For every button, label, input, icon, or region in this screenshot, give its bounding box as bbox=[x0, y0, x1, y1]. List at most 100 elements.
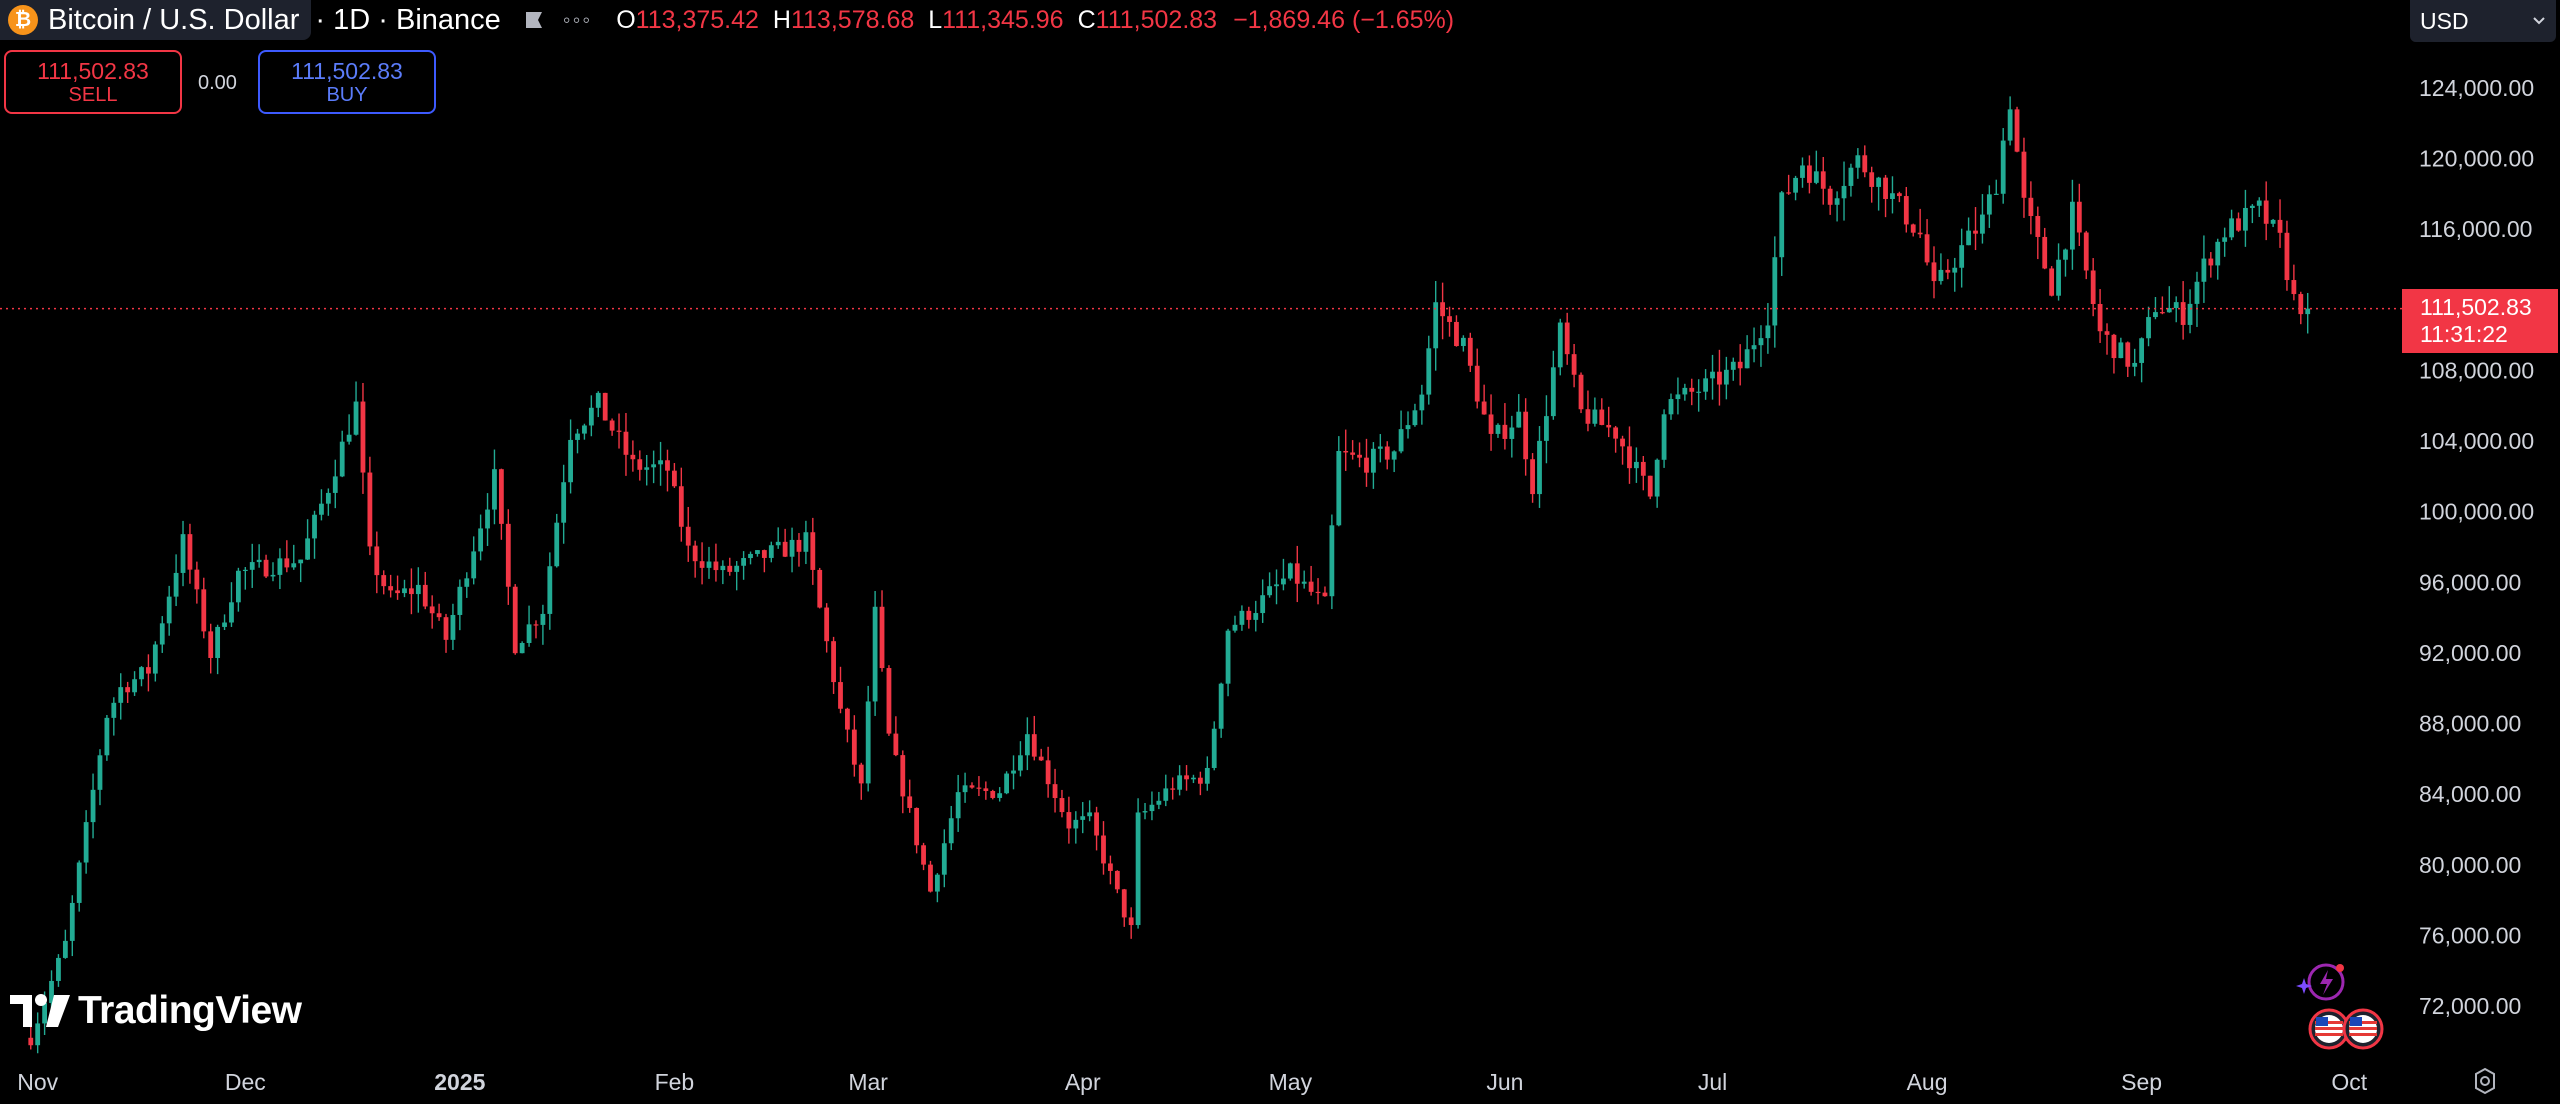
us-flag-icon[interactable] bbox=[2308, 1008, 2384, 1050]
tradingview-watermark[interactable]: TradingView bbox=[10, 986, 302, 1036]
candle-body bbox=[796, 539, 802, 552]
candle-body bbox=[332, 476, 338, 493]
price-axis-label: 76,000.00 bbox=[2419, 922, 2521, 948]
candle-body bbox=[1758, 338, 1764, 346]
candle-body bbox=[291, 563, 297, 568]
candle-body bbox=[2021, 151, 2027, 198]
candle-body bbox=[741, 558, 747, 566]
candle-body bbox=[865, 701, 871, 784]
candle-body bbox=[1184, 775, 1189, 780]
candle-body bbox=[166, 596, 172, 624]
candle-body bbox=[1142, 811, 1148, 813]
candle-body bbox=[498, 469, 504, 524]
candle-body bbox=[900, 755, 906, 797]
symbol-pill[interactable]: ₿ Bitcoin / U.S. Dollar bbox=[0, 0, 312, 40]
candle-body bbox=[1765, 325, 1771, 339]
candle-body bbox=[2249, 205, 2255, 208]
candle-body bbox=[2014, 109, 2020, 152]
candle-body bbox=[1723, 369, 1729, 385]
candle-body bbox=[1945, 269, 1951, 273]
candle-body bbox=[907, 796, 913, 808]
candle-body bbox=[235, 570, 241, 603]
candle-body bbox=[879, 606, 885, 669]
time-axis-label: Apr bbox=[1065, 1069, 1101, 1095]
symbol-title[interactable]: Bitcoin / U.S. Dollar bbox=[48, 3, 300, 36]
more-dots-icon[interactable]: ◦◦◦ bbox=[562, 7, 593, 32]
candle-body bbox=[540, 613, 546, 625]
candle-body bbox=[69, 902, 75, 941]
candle-body bbox=[1883, 177, 1888, 199]
candle-body bbox=[810, 532, 816, 570]
time-axis[interactable]: Nov Dec 2025 Feb Mar Apr May Jun Jul Aug Sep Oct bbox=[17, 1069, 2368, 1095]
price-axis[interactable]: 124,000.00 120,000.00 116,000.00 108,000.00… bbox=[2419, 75, 2534, 1019]
candle-body bbox=[1218, 683, 1224, 729]
buy-button[interactable]: 111,502.83 BUY bbox=[258, 50, 436, 114]
candle-body bbox=[429, 606, 435, 614]
lightning-icon[interactable] bbox=[2296, 960, 2350, 1004]
candle-body bbox=[2159, 312, 2165, 314]
candle-body bbox=[1149, 804, 1155, 812]
candle-body bbox=[346, 434, 352, 442]
ohlc-values: O 113,375.42 H 113,578.68 L 111,345.96 C… bbox=[602, 6, 1454, 35]
candle-body bbox=[2215, 241, 2221, 266]
candle-body bbox=[2000, 140, 2006, 194]
price-axis-label: 124,000.00 bbox=[2419, 75, 2534, 101]
flag-icon[interactable] bbox=[523, 9, 545, 31]
currency-select[interactable]: USD bbox=[2410, 0, 2556, 42]
candle-body bbox=[173, 572, 179, 597]
candle-body bbox=[1896, 193, 1902, 197]
candle-body bbox=[637, 459, 643, 470]
candle-body bbox=[1855, 155, 1861, 168]
candle-body bbox=[2284, 232, 2290, 281]
settings-gear-icon[interactable] bbox=[2470, 1066, 2500, 1096]
candle-body bbox=[1412, 410, 1418, 426]
candle-body bbox=[2277, 219, 2283, 233]
candle-body bbox=[2243, 207, 2248, 231]
candle-body bbox=[104, 717, 110, 756]
candle-body bbox=[1197, 777, 1203, 784]
candle-body bbox=[803, 532, 809, 552]
candle-body bbox=[1523, 411, 1529, 460]
low-value: 111,345.96 bbox=[942, 5, 1064, 34]
spread-value: 0.00 bbox=[198, 72, 237, 94]
price-axis-label: 116,000.00 bbox=[2419, 216, 2532, 242]
candle-body bbox=[1135, 812, 1141, 926]
candle-body bbox=[886, 668, 892, 734]
interval-exchange[interactable]: · 1D · Binance bbox=[315, 3, 501, 36]
candle-body bbox=[2256, 200, 2262, 206]
candle-body bbox=[1730, 361, 1736, 370]
sell-price: 111,502.83 bbox=[37, 58, 149, 84]
candle-body bbox=[2229, 218, 2234, 238]
candle-body bbox=[1869, 172, 1875, 187]
candle-body bbox=[2208, 258, 2214, 266]
candle-body bbox=[83, 822, 89, 863]
candle-body bbox=[997, 793, 1003, 798]
candle-body bbox=[1281, 578, 1286, 585]
candle-body bbox=[2028, 197, 2034, 217]
candle-body bbox=[2298, 294, 2304, 315]
candle-body bbox=[1467, 337, 1473, 366]
candle-body bbox=[450, 614, 456, 640]
candle-body bbox=[928, 864, 933, 892]
candle-body bbox=[1481, 401, 1487, 415]
candle-body bbox=[409, 588, 414, 595]
candle-body bbox=[1440, 302, 1446, 317]
sell-button[interactable]: 111,502.83 SELL bbox=[4, 50, 182, 114]
candle-body bbox=[1260, 595, 1266, 614]
candle-body bbox=[2153, 312, 2158, 318]
candle-body bbox=[1052, 784, 1058, 799]
candle-body bbox=[1827, 188, 1833, 205]
candles bbox=[28, 96, 2311, 1054]
candle-body bbox=[1544, 416, 1549, 441]
candle-body bbox=[595, 392, 601, 408]
candle-body bbox=[1786, 192, 1792, 194]
candle-body bbox=[609, 420, 615, 431]
candle-body bbox=[1993, 193, 1999, 195]
candle-body bbox=[1751, 345, 1757, 350]
candle-body bbox=[2042, 236, 2048, 269]
candle-body bbox=[1633, 461, 1639, 469]
candle-body bbox=[1516, 411, 1522, 428]
candle-body bbox=[1031, 734, 1037, 757]
candle-body bbox=[1696, 391, 1702, 393]
